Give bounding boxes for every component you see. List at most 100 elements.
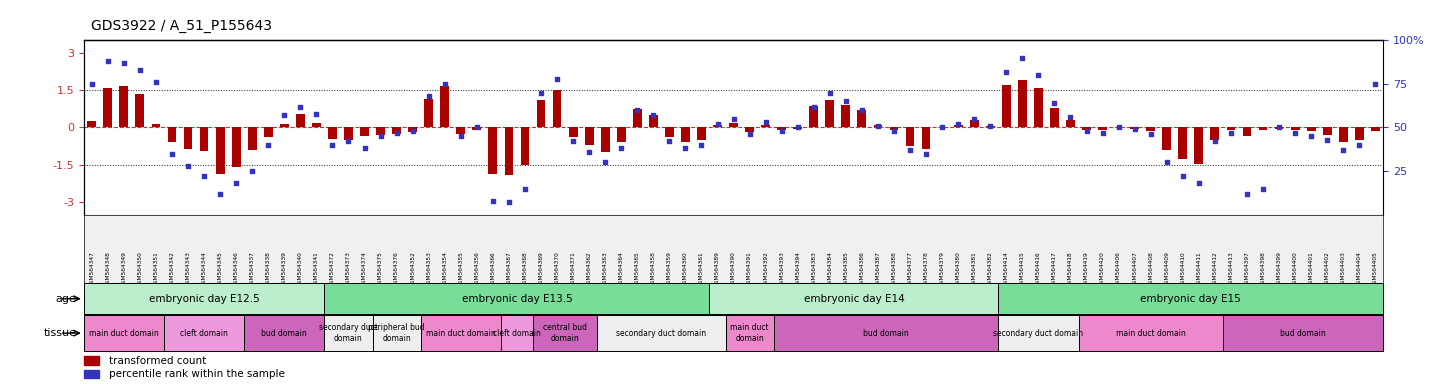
Text: age: age [56,294,77,304]
Point [1074,128,1097,134]
Bar [998,315,1079,351]
Bar [215,127,224,174]
Point [738,131,761,137]
Point [1315,137,1339,143]
Text: main duct domain: main duct domain [426,329,495,338]
Bar [165,315,244,351]
Bar [264,127,273,137]
Text: main duct domain: main duct domain [90,329,159,338]
Point [192,173,215,179]
Bar [1147,127,1155,131]
Point [433,81,456,87]
Point [1236,191,1259,197]
Text: secondary duct domain: secondary duct domain [617,329,706,338]
Point [593,159,617,166]
Bar [809,106,819,127]
Point [289,104,312,110]
Point [465,124,488,131]
Bar [244,315,325,351]
Point [1011,55,1034,61]
Text: secondary duct
domain: secondary duct domain [319,323,378,343]
Point [1203,138,1226,144]
Point [514,185,537,192]
Bar [1178,127,1187,159]
Bar [1002,85,1011,127]
Bar [1307,127,1315,131]
Bar [280,124,289,127]
Bar [425,99,433,127]
Bar [1259,127,1268,130]
Bar [1162,127,1171,150]
Bar [1066,120,1074,127]
Bar [648,115,657,127]
Point [625,107,648,113]
Bar [1242,127,1252,136]
Text: embryonic day E15: embryonic day E15 [1141,294,1242,304]
Point [786,124,809,131]
Bar [325,315,373,351]
Bar [296,114,305,127]
Point [497,199,520,205]
Point [979,122,1002,129]
Bar [84,283,325,314]
Text: bud domain: bud domain [864,329,908,338]
Point [609,145,632,151]
Point [449,133,472,139]
Point [160,151,183,157]
Bar [1194,127,1203,164]
Point [1347,142,1370,148]
Bar [152,124,160,127]
Text: embryonic day E12.5: embryonic day E12.5 [149,294,260,304]
Bar [761,125,770,127]
Text: percentile rank within the sample: percentile rank within the sample [110,369,284,379]
Point [336,138,360,144]
Point [641,112,664,118]
Point [1219,130,1242,136]
Bar [1275,127,1284,129]
Bar [231,127,241,167]
Point [1300,133,1323,139]
Point [947,121,970,127]
Point [97,58,120,64]
Bar [325,283,709,314]
Point [417,93,440,99]
Point [866,122,890,129]
Point [321,142,344,148]
Point [386,130,409,136]
Text: secondary duct domain: secondary duct domain [993,329,1083,338]
Text: tissue: tissue [43,328,77,338]
Text: main duct
domain: main duct domain [731,323,768,343]
Bar [585,127,593,145]
Bar [84,356,98,365]
Point [113,60,136,66]
Bar [537,100,546,127]
Bar [617,127,625,142]
Point [273,112,296,118]
Point [706,121,729,127]
Bar [360,127,370,136]
Point [819,89,842,96]
Bar [1018,80,1027,127]
Bar [1131,127,1139,129]
Bar [1079,315,1223,351]
Bar [598,315,725,351]
Bar [1226,127,1235,130]
Bar [440,86,449,127]
Point [1092,130,1115,136]
Point [1252,185,1275,192]
Bar [1291,127,1300,130]
Bar [713,125,722,127]
Point [530,89,553,96]
Point [562,138,585,144]
Bar [84,370,98,379]
Bar [998,283,1383,314]
Point [770,128,793,134]
Point [722,116,745,122]
Text: bud domain: bud domain [1281,329,1326,338]
Bar [1354,127,1363,140]
Bar [774,315,998,351]
Point [851,107,874,113]
Bar [858,110,866,127]
Bar [986,126,995,127]
Bar [905,127,914,146]
